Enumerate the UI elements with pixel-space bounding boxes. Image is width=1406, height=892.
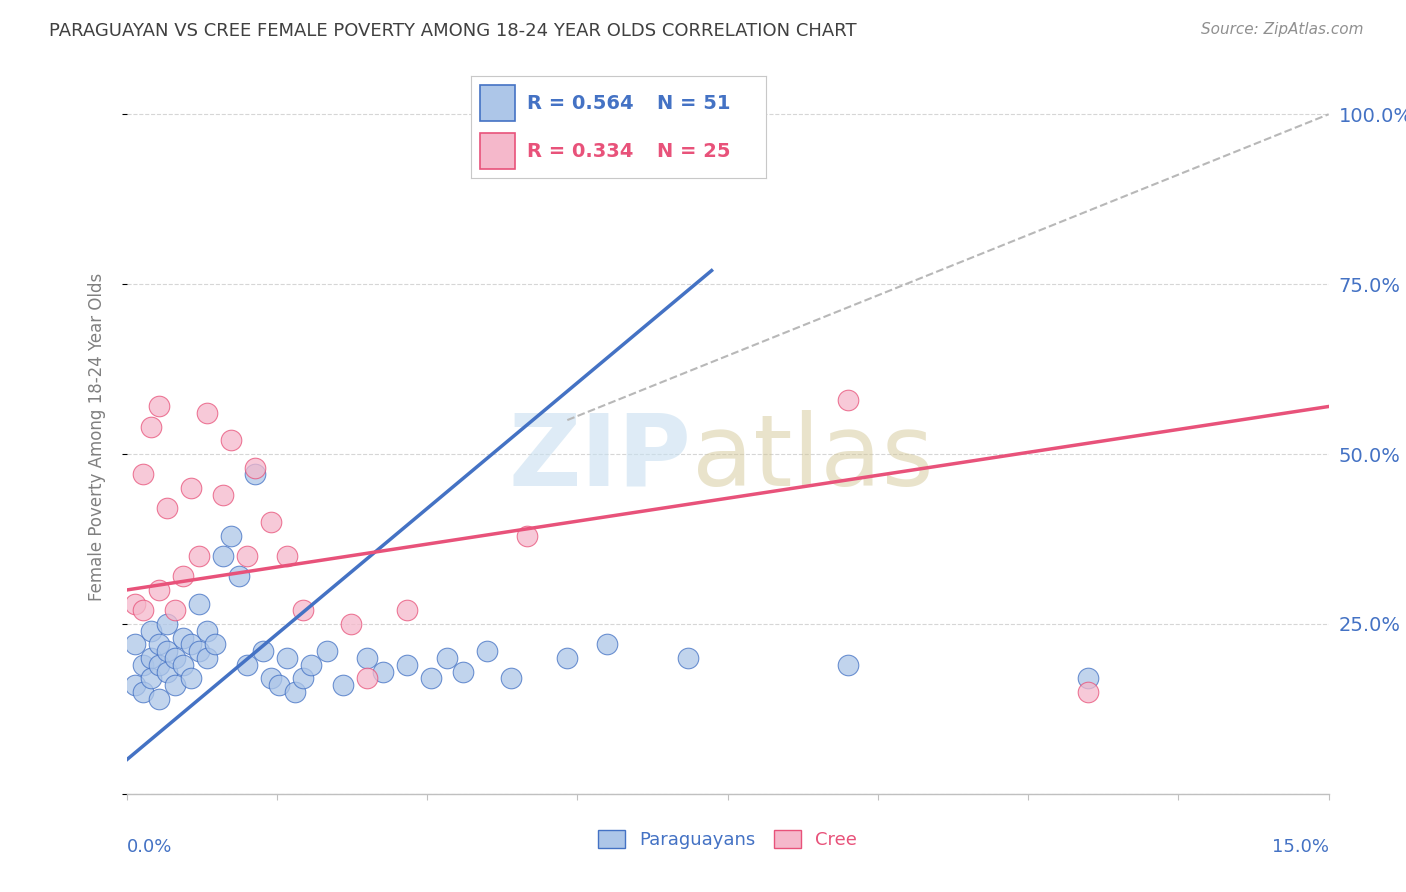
Point	[180, 671, 202, 685]
Text: ZIP: ZIP	[509, 410, 692, 507]
Point	[139, 671, 162, 685]
Point	[148, 400, 170, 414]
Point	[299, 657, 322, 672]
Point	[219, 434, 242, 448]
Point	[139, 624, 162, 638]
Point	[139, 420, 162, 434]
Bar	[479, 133, 516, 169]
Point	[291, 603, 314, 617]
Point	[396, 603, 419, 617]
Point	[243, 460, 266, 475]
Point	[315, 644, 337, 658]
Point	[163, 651, 186, 665]
Point	[124, 637, 146, 651]
Point	[124, 678, 146, 692]
Point	[163, 678, 186, 692]
Point	[131, 657, 153, 672]
Point	[837, 392, 859, 407]
Point	[436, 651, 458, 665]
Point	[371, 665, 394, 679]
Point	[155, 501, 177, 516]
Point	[155, 617, 177, 632]
Point	[557, 651, 579, 665]
Point	[235, 657, 259, 672]
Point	[131, 603, 153, 617]
Point	[228, 569, 250, 583]
Point	[211, 549, 233, 563]
Point	[211, 488, 233, 502]
Point	[219, 528, 242, 542]
Point	[252, 644, 274, 658]
Point	[276, 651, 298, 665]
Text: R = 0.564: R = 0.564	[527, 94, 634, 112]
Point	[340, 617, 363, 632]
Text: PARAGUAYAN VS CREE FEMALE POVERTY AMONG 18-24 YEAR OLDS CORRELATION CHART: PARAGUAYAN VS CREE FEMALE POVERTY AMONG …	[49, 22, 856, 40]
Point	[124, 597, 146, 611]
Point	[155, 665, 177, 679]
Text: N = 51: N = 51	[657, 94, 731, 112]
Text: R = 0.334: R = 0.334	[527, 142, 634, 161]
Text: atlas: atlas	[692, 410, 934, 507]
Point	[516, 528, 538, 542]
Point	[131, 685, 153, 699]
Point	[332, 678, 354, 692]
Point	[291, 671, 314, 685]
Point	[195, 651, 218, 665]
Point	[243, 467, 266, 482]
Point	[235, 549, 259, 563]
Point	[284, 685, 307, 699]
Point	[276, 549, 298, 563]
Text: N = 25: N = 25	[657, 142, 731, 161]
Point	[475, 644, 498, 658]
Point	[139, 651, 162, 665]
Point	[420, 671, 443, 685]
Point	[451, 665, 474, 679]
Point	[163, 603, 186, 617]
Point	[260, 671, 283, 685]
Point	[180, 481, 202, 495]
Point	[501, 671, 523, 685]
Point	[195, 624, 218, 638]
Point	[204, 637, 226, 651]
Point	[187, 644, 209, 658]
Text: 0.0%: 0.0%	[127, 838, 172, 855]
Point	[131, 467, 153, 482]
Point	[148, 582, 170, 597]
Point	[180, 637, 202, 651]
Y-axis label: Female Poverty Among 18-24 Year Olds: Female Poverty Among 18-24 Year Olds	[87, 273, 105, 601]
Point	[195, 406, 218, 420]
Point	[187, 597, 209, 611]
Text: 15.0%: 15.0%	[1271, 838, 1329, 855]
Bar	[479, 85, 516, 121]
Point	[596, 637, 619, 651]
Point	[187, 549, 209, 563]
Point	[396, 657, 419, 672]
Point	[172, 657, 194, 672]
Point	[148, 657, 170, 672]
Point	[155, 644, 177, 658]
Point	[267, 678, 290, 692]
Point	[1077, 671, 1099, 685]
Text: Source: ZipAtlas.com: Source: ZipAtlas.com	[1201, 22, 1364, 37]
Point	[148, 637, 170, 651]
Point	[676, 651, 699, 665]
Point	[148, 691, 170, 706]
Point	[260, 515, 283, 529]
Point	[172, 569, 194, 583]
Point	[172, 631, 194, 645]
Point	[356, 651, 378, 665]
Point	[1077, 685, 1099, 699]
Point	[837, 657, 859, 672]
Legend: Paraguayans, Cree: Paraguayans, Cree	[591, 822, 865, 856]
Point	[356, 671, 378, 685]
